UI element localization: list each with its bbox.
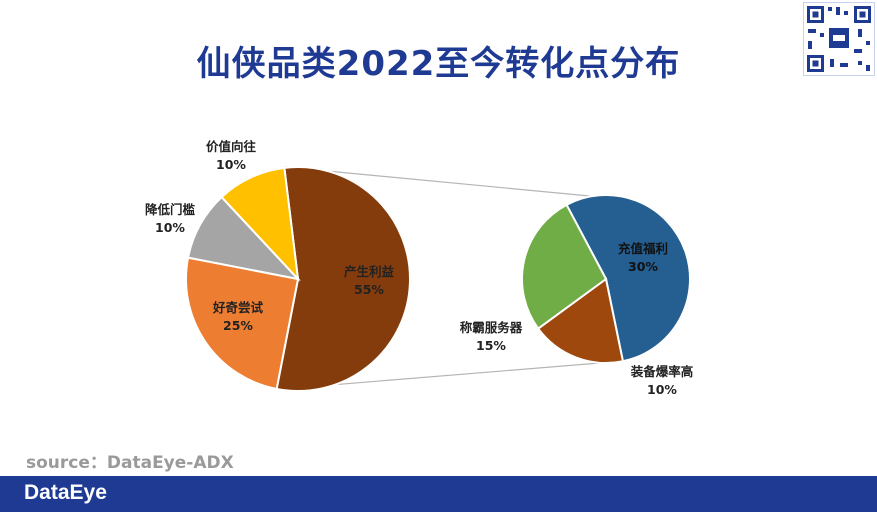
value-curious-try: 25% — [223, 318, 253, 333]
footer-bar: DataEye — [0, 476, 877, 512]
connector-line-top — [284, 166, 601, 198]
label-curious-try: 好奇尝试 — [212, 300, 264, 315]
slice-value-aspiration — [220, 166, 300, 282]
pie-chart-breakdown — [521, 194, 691, 364]
value-recharge-welfare: 30% — [628, 259, 658, 274]
label-dominate-server: 称霸服务器 — [460, 320, 523, 335]
qr-code — [803, 2, 875, 76]
label-recharge-welfare: 充值福利 — [618, 241, 668, 256]
slice-recharge-welfare — [565, 194, 691, 363]
slice-dominate-server — [521, 203, 608, 330]
page-title: 仙侠品类2022至今转化点分布 — [196, 44, 681, 84]
label-lower-threshold: 降低门槛 — [145, 202, 196, 217]
value-produce-benefit: 55% — [354, 282, 384, 297]
brand-logo: DataEye — [24, 481, 107, 504]
value-equipment-drop: 10% — [647, 382, 677, 397]
value-value-aspiration: 10% — [216, 157, 246, 172]
label-value-aspiration: 价值向往 — [206, 139, 257, 154]
value-dominate-server: 15% — [476, 338, 506, 353]
label-produce-benefit: 产生利益 — [344, 264, 395, 279]
pie-chart-main — [185, 166, 411, 392]
slice-curious-try — [185, 256, 300, 391]
source-note: source：DataEye-ADX — [26, 453, 234, 473]
slice-equipment-drop — [536, 277, 625, 364]
value-lower-threshold: 10% — [155, 220, 185, 235]
label-equipment-drop: 装备爆率高 — [630, 364, 694, 379]
slice-produce-benefit — [275, 166, 411, 392]
